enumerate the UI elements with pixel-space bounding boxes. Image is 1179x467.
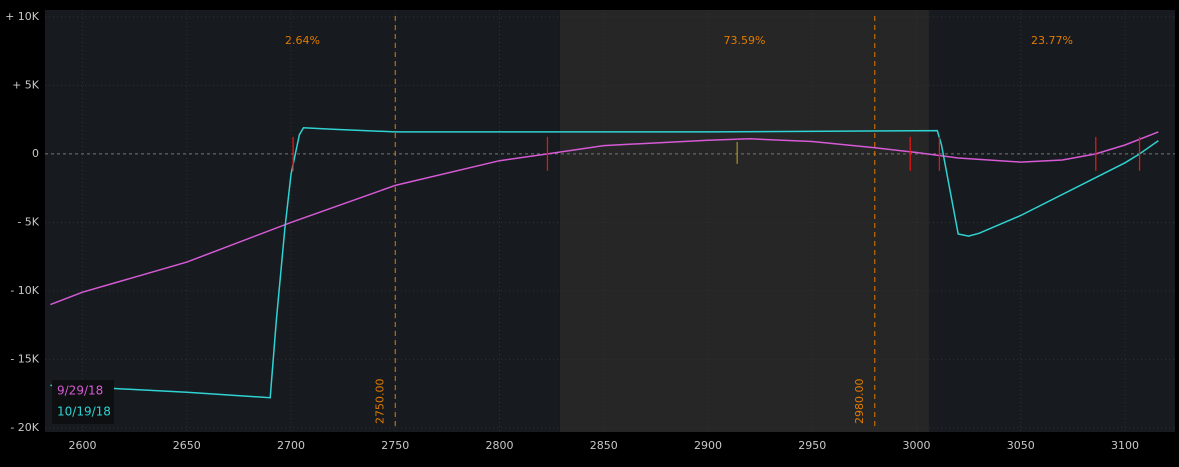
region-label: 73.59% xyxy=(723,34,765,47)
x-tick-label: 2800 xyxy=(486,439,514,452)
legend-entry: 10/19/18 xyxy=(57,405,111,419)
y-tick-label: - 5K xyxy=(17,215,39,228)
x-tick-label: 2750 xyxy=(381,439,409,452)
legend: 9/29/18 10/19/18 xyxy=(52,380,114,424)
x-tick-label: 2700 xyxy=(277,439,305,452)
region-label: 23.77% xyxy=(1031,34,1073,47)
y-tick-label: - 10K xyxy=(10,284,39,297)
probability-region xyxy=(559,10,929,432)
probability-region xyxy=(45,10,560,432)
y-tick-label: - 15K xyxy=(10,352,39,365)
x-tick-label: 2650 xyxy=(173,439,201,452)
pnl-line xyxy=(50,127,1159,399)
y-tick-label: + 10K xyxy=(5,10,40,23)
region-label: 2.64% xyxy=(285,34,320,47)
x-tick-label: 3050 xyxy=(1007,439,1035,452)
x-tick-label: 2900 xyxy=(694,439,722,452)
x-tick-label: 2850 xyxy=(590,439,618,452)
y-tick-label: + 5K xyxy=(12,78,40,91)
strike-label: 2980.00 xyxy=(853,379,866,425)
strike-label: 2750.00 xyxy=(373,379,386,425)
probability-region xyxy=(928,10,1175,432)
x-tick-label: 2950 xyxy=(798,439,826,452)
x-tick-label: 3100 xyxy=(1111,439,1139,452)
pnl-line xyxy=(50,131,1159,306)
legend-box xyxy=(52,380,114,424)
y-tick-label: 0 xyxy=(32,147,39,160)
x-tick-label: 3000 xyxy=(902,439,930,452)
x-tick-label: 2600 xyxy=(69,439,97,452)
y-tick-label: - 20K xyxy=(10,421,39,434)
legend-entry: 9/29/18 xyxy=(57,384,103,398)
